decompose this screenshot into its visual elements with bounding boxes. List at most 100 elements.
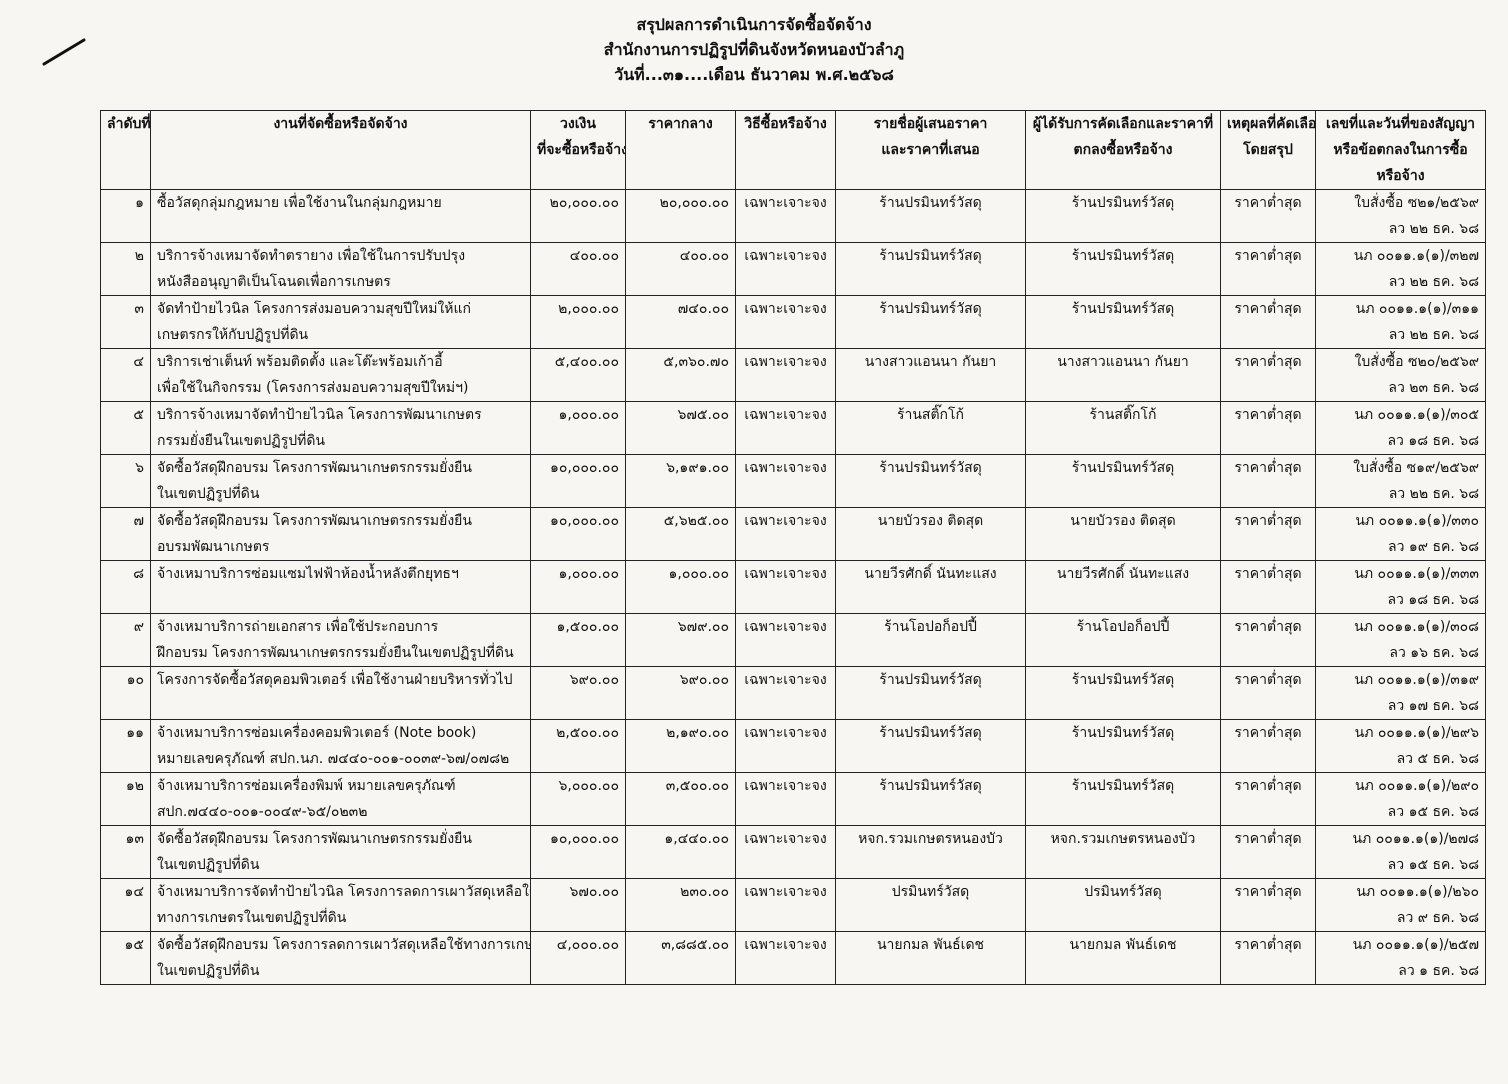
cell-line: อบรมพัฒนาเกษตร (157, 539, 270, 555)
cell-line: นภ ๐๐๑๑.๑(๑)/๒๗๘ (1352, 831, 1479, 847)
bidder-cell: นายกมล พันธ์เดช (835, 931, 1026, 985)
cell-line: บริการจ้างเหมาจัดทำป้ายไวนิล โครงการพัฒน… (157, 407, 482, 423)
cell-line: จ้างเหมาบริการซ่อมเครื่องคอมพิวเตอร์ (No… (157, 725, 477, 741)
method-cell: เฉพาะเจาะจง (735, 401, 836, 455)
cell-line: ที่จะซื้อหรือจ้าง (537, 142, 626, 158)
row-number-cell: ๙ (100, 613, 151, 667)
row-number-cell: ๑๑ (100, 719, 151, 773)
bidder-cell: ร้านปรมินทร์วัสดุ (835, 295, 1026, 349)
bidder-cell: ร้านปรมินทร์วัสดุ (835, 454, 1026, 508)
task-cell: จัดซื้อวัสดุฝึกอบรม โครงการพัฒนาเกษตรกรร… (150, 454, 531, 508)
task-cell: จัดซื้อวัสดุฝึกอบรม โครงการพัฒนาเกษตรกรร… (150, 507, 531, 561)
winner-cell: นายวีรศักดิ์ นันทะแสง (1025, 560, 1221, 614)
median-price-cell: ๒๓๐.๐๐ (625, 878, 736, 932)
row-number-cell: ๖ (100, 454, 151, 508)
method-cell: เฉพาะเจาะจง (735, 666, 836, 720)
column-header: วิธีซื้อหรือจ้าง (735, 110, 836, 190)
table-row: ๔ บริการเช่าเต็นท์ พร้อมติดตั้ง และโต๊ะพร… (100, 348, 1486, 402)
budget-cell: ๖๙๐.๐๐ (530, 666, 626, 720)
table-row: ๗ จัดซื้อวัสดุฝึกอบรม โครงการพัฒนาเกษตรกร… (100, 507, 1486, 561)
median-price-cell: ๖๗๕.๐๐ (625, 401, 736, 455)
method-cell: เฉพาะเจาะจง (735, 295, 836, 349)
method-cell: เฉพาะเจาะจง (735, 931, 836, 985)
contract-cell: นภ ๐๐๑๑.๑(๑)/๒๕๗ ลว ๑ ธค. ๖๘ (1315, 931, 1486, 985)
cell-line: เหตุผลที่คัดเลือก (1227, 116, 1316, 132)
budget-cell: ๒๐,๐๐๐.๐๐ (530, 189, 626, 243)
reason-cell: ราคาต่ำสุด (1220, 878, 1316, 932)
cell-line: ลว ๑๘ ธค. ๖๘ (1387, 433, 1479, 449)
cell-line: จัดซื้อวัสดุฝึกอบรม โครงการพัฒนาเกษตรกรร… (157, 513, 472, 529)
table-row: ๙ จ้างเหมาบริการถ่ายเอกสาร เพื่อใช้ประกอบ… (100, 613, 1486, 667)
reason-cell: ราคาต่ำสุด (1220, 454, 1316, 508)
task-cell: โครงการจัดซื้อวัสดุคอมพิวเตอร์ เพื่อใช้ง… (150, 666, 531, 720)
cell-line: ลว ๒๒ ธค. ๖๘ (1388, 274, 1479, 290)
budget-cell: ๖๗๐.๐๐ (530, 878, 626, 932)
winner-cell: นางสาวแอนนา กันยา (1025, 348, 1221, 402)
cell-line: จัดซื้อวัสดุฝึกอบรม โครงการลดการเผาวัสดุ… (157, 937, 531, 953)
cell-line: บริการเช่าเต็นท์ พร้อมติดตั้ง และโต๊ะพร้… (157, 354, 443, 370)
method-cell: เฉพาะเจาะจง (735, 189, 836, 243)
column-header: วงเงิน ที่จะซื้อหรือจ้าง (530, 110, 626, 190)
median-price-cell: ๒๐,๐๐๐.๐๐ (625, 189, 736, 243)
winner-cell: นายบัวรอง ติดสุด (1025, 507, 1221, 561)
winner-cell: หจก.รวมเกษตรหนองบัว (1025, 825, 1221, 879)
cell-line: หนังสืออนุญาติเป็นโฉนดเพื่อการเกษตร (157, 274, 391, 290)
task-cell: จัดทำป้ายไวนิล โครงการส่งมอบความสุขปีใหม… (150, 295, 531, 349)
contract-cell: นภ ๐๐๑๑.๑(๑)/๒๙๐ ลว ๑๕ ธค. ๖๘ (1315, 772, 1486, 826)
contract-cell: นภ ๐๐๑๑.๑(๑)/๓๐๕ ลว ๑๘ ธค. ๖๘ (1315, 401, 1486, 455)
header-line: วันที่...๓๑....เดือน ธันวาคม พ.ศ.๒๕๖๘ (614, 65, 894, 84)
reason-cell: ราคาต่ำสุด (1220, 295, 1316, 349)
winner-cell: ร้านสติ๊กโก้ (1025, 401, 1221, 455)
cell-line: นภ ๐๐๑๑.๑(๑)/๒๖๐ (1356, 884, 1479, 900)
method-cell: เฉพาะเจาะจง (735, 719, 836, 773)
cell-line: นภ ๐๐๑๑.๑(๑)/๒๕๗ (1352, 937, 1479, 953)
header-row: ลำดับที่ งานที่จัดซื้อหรือจัดจ้าง วงเงิน ที… (100, 110, 1486, 190)
cell-line: ลว ๒๓ ธค. ๖๘ (1388, 380, 1479, 396)
contract-cell: ใบสั่งซื้อ ซ๒๑/๒๕๖๙ ลว ๒๒ ธค. ๖๘ (1315, 189, 1486, 243)
cell-line: ลว ๑๗ ธค. ๖๘ (1387, 698, 1479, 714)
contract-cell: นภ ๐๐๑๑.๑(๑)/๓๓๐ ลว ๑๙ ธค. ๖๘ (1315, 507, 1486, 561)
contract-cell: นภ ๐๐๑๑.๑(๑)/๓๑๑ ลว ๒๒ ธค. ๖๘ (1315, 295, 1486, 349)
reason-cell: ราคาต่ำสุด (1220, 507, 1316, 561)
cell-line: กรรมยั่งยืนในเขตปฏิรูปที่ดิน (157, 433, 325, 449)
bidder-cell: ร้านปรมินทร์วัสดุ (835, 719, 1026, 773)
method-cell: เฉพาะเจาะจง (735, 507, 836, 561)
table-row: ๑๑ จ้างเหมาบริการซ่อมเครื่องคอมพิวเตอร์ (… (100, 719, 1486, 773)
bidder-cell: ร้านสติ๊กโก้ (835, 401, 1026, 455)
median-price-cell: ๕,๓๖๐.๗๐ (625, 348, 736, 402)
cell-line: ในเขตปฏิรูปที่ดิน (157, 486, 260, 502)
method-cell: เฉพาะเจาะจง (735, 772, 836, 826)
cell-line: นภ ๐๐๑๑.๑(๑)/๓๑๙ (1354, 672, 1479, 688)
cell-line: ทางการเกษตรในเขตปฏิรูปที่ดิน (157, 910, 347, 926)
cell-line: บริการจ้างเหมาจัดทำตรายาง เพื่อใช้ในการป… (157, 248, 466, 264)
header-line: สรุปผลการดำเนินการจัดซื้อจัดจ้าง (636, 15, 872, 34)
column-header: ราคากลาง (625, 110, 736, 190)
cell-line: จ้างเหมาบริการถ่ายเอกสาร เพื่อใช้ประกอบก… (157, 619, 439, 635)
median-price-cell: ๖๗๙.๐๐ (625, 613, 736, 667)
table-row: ๑๕ จัดซื้อวัสดุฝึกอบรม โครงการลดการเผาวัส… (100, 931, 1486, 985)
contract-cell: นภ ๐๐๑๑.๑(๑)/๓๒๗ลว ๒๒ ธค. ๖๘ (1315, 242, 1486, 296)
cell-line: จ้างเหมาบริการจัดทำป้ายไวนิล โครงการลดกา… (157, 884, 531, 900)
winner-cell: ร้านปรมินทร์วัสดุ (1025, 242, 1221, 296)
column-header: เหตุผลที่คัดเลือก โดยสรุป (1220, 110, 1316, 190)
row-number-cell: ๑ (100, 189, 151, 243)
winner-cell: ร้านปรมินทร์วัสดุ (1025, 666, 1221, 720)
row-number-cell: ๕ (100, 401, 151, 455)
median-price-cell: ๔๐๐.๐๐ (625, 242, 736, 296)
median-price-cell: ๑,๐๐๐.๐๐ (625, 560, 736, 614)
cell-line: ในเขตปฏิรูปที่ดิน (157, 963, 260, 979)
method-cell: เฉพาะเจาะจง (735, 348, 836, 402)
method-cell: เฉพาะเจาะจง (735, 825, 836, 879)
cell-line: จ้างเหมาบริการซ่อมเครื่องพิมพ์ หมายเลขคร… (157, 778, 456, 794)
row-number-cell: ๑๐ (100, 666, 151, 720)
task-cell: จ้างเหมาบริการซ่อมเครื่องพิมพ์ หมายเลขคร… (150, 772, 531, 826)
cell-line: ใบสั่งซื้อ ซ๒๐/๒๕๖๙ (1354, 354, 1479, 370)
cell-line: นภ ๐๐๑๑.๑(๑)/๓๒๗ (1353, 248, 1479, 264)
row-number-cell: ๒ (100, 242, 151, 296)
median-price-cell: ๕,๖๒๕.๐๐ (625, 507, 736, 561)
bidder-cell: นายวีรศักดิ์ นันทะแสง (835, 560, 1026, 614)
reason-cell: ราคาต่ำสุด (1220, 719, 1316, 773)
cell-line: ลว ๒๒ ธค. ๖๘ (1388, 327, 1479, 343)
table-row: ๖ จัดซื้อวัสดุฝึกอบรม โครงการพัฒนาเกษตรกร… (100, 454, 1486, 508)
reason-cell: ราคาต่ำสุด (1220, 613, 1316, 667)
